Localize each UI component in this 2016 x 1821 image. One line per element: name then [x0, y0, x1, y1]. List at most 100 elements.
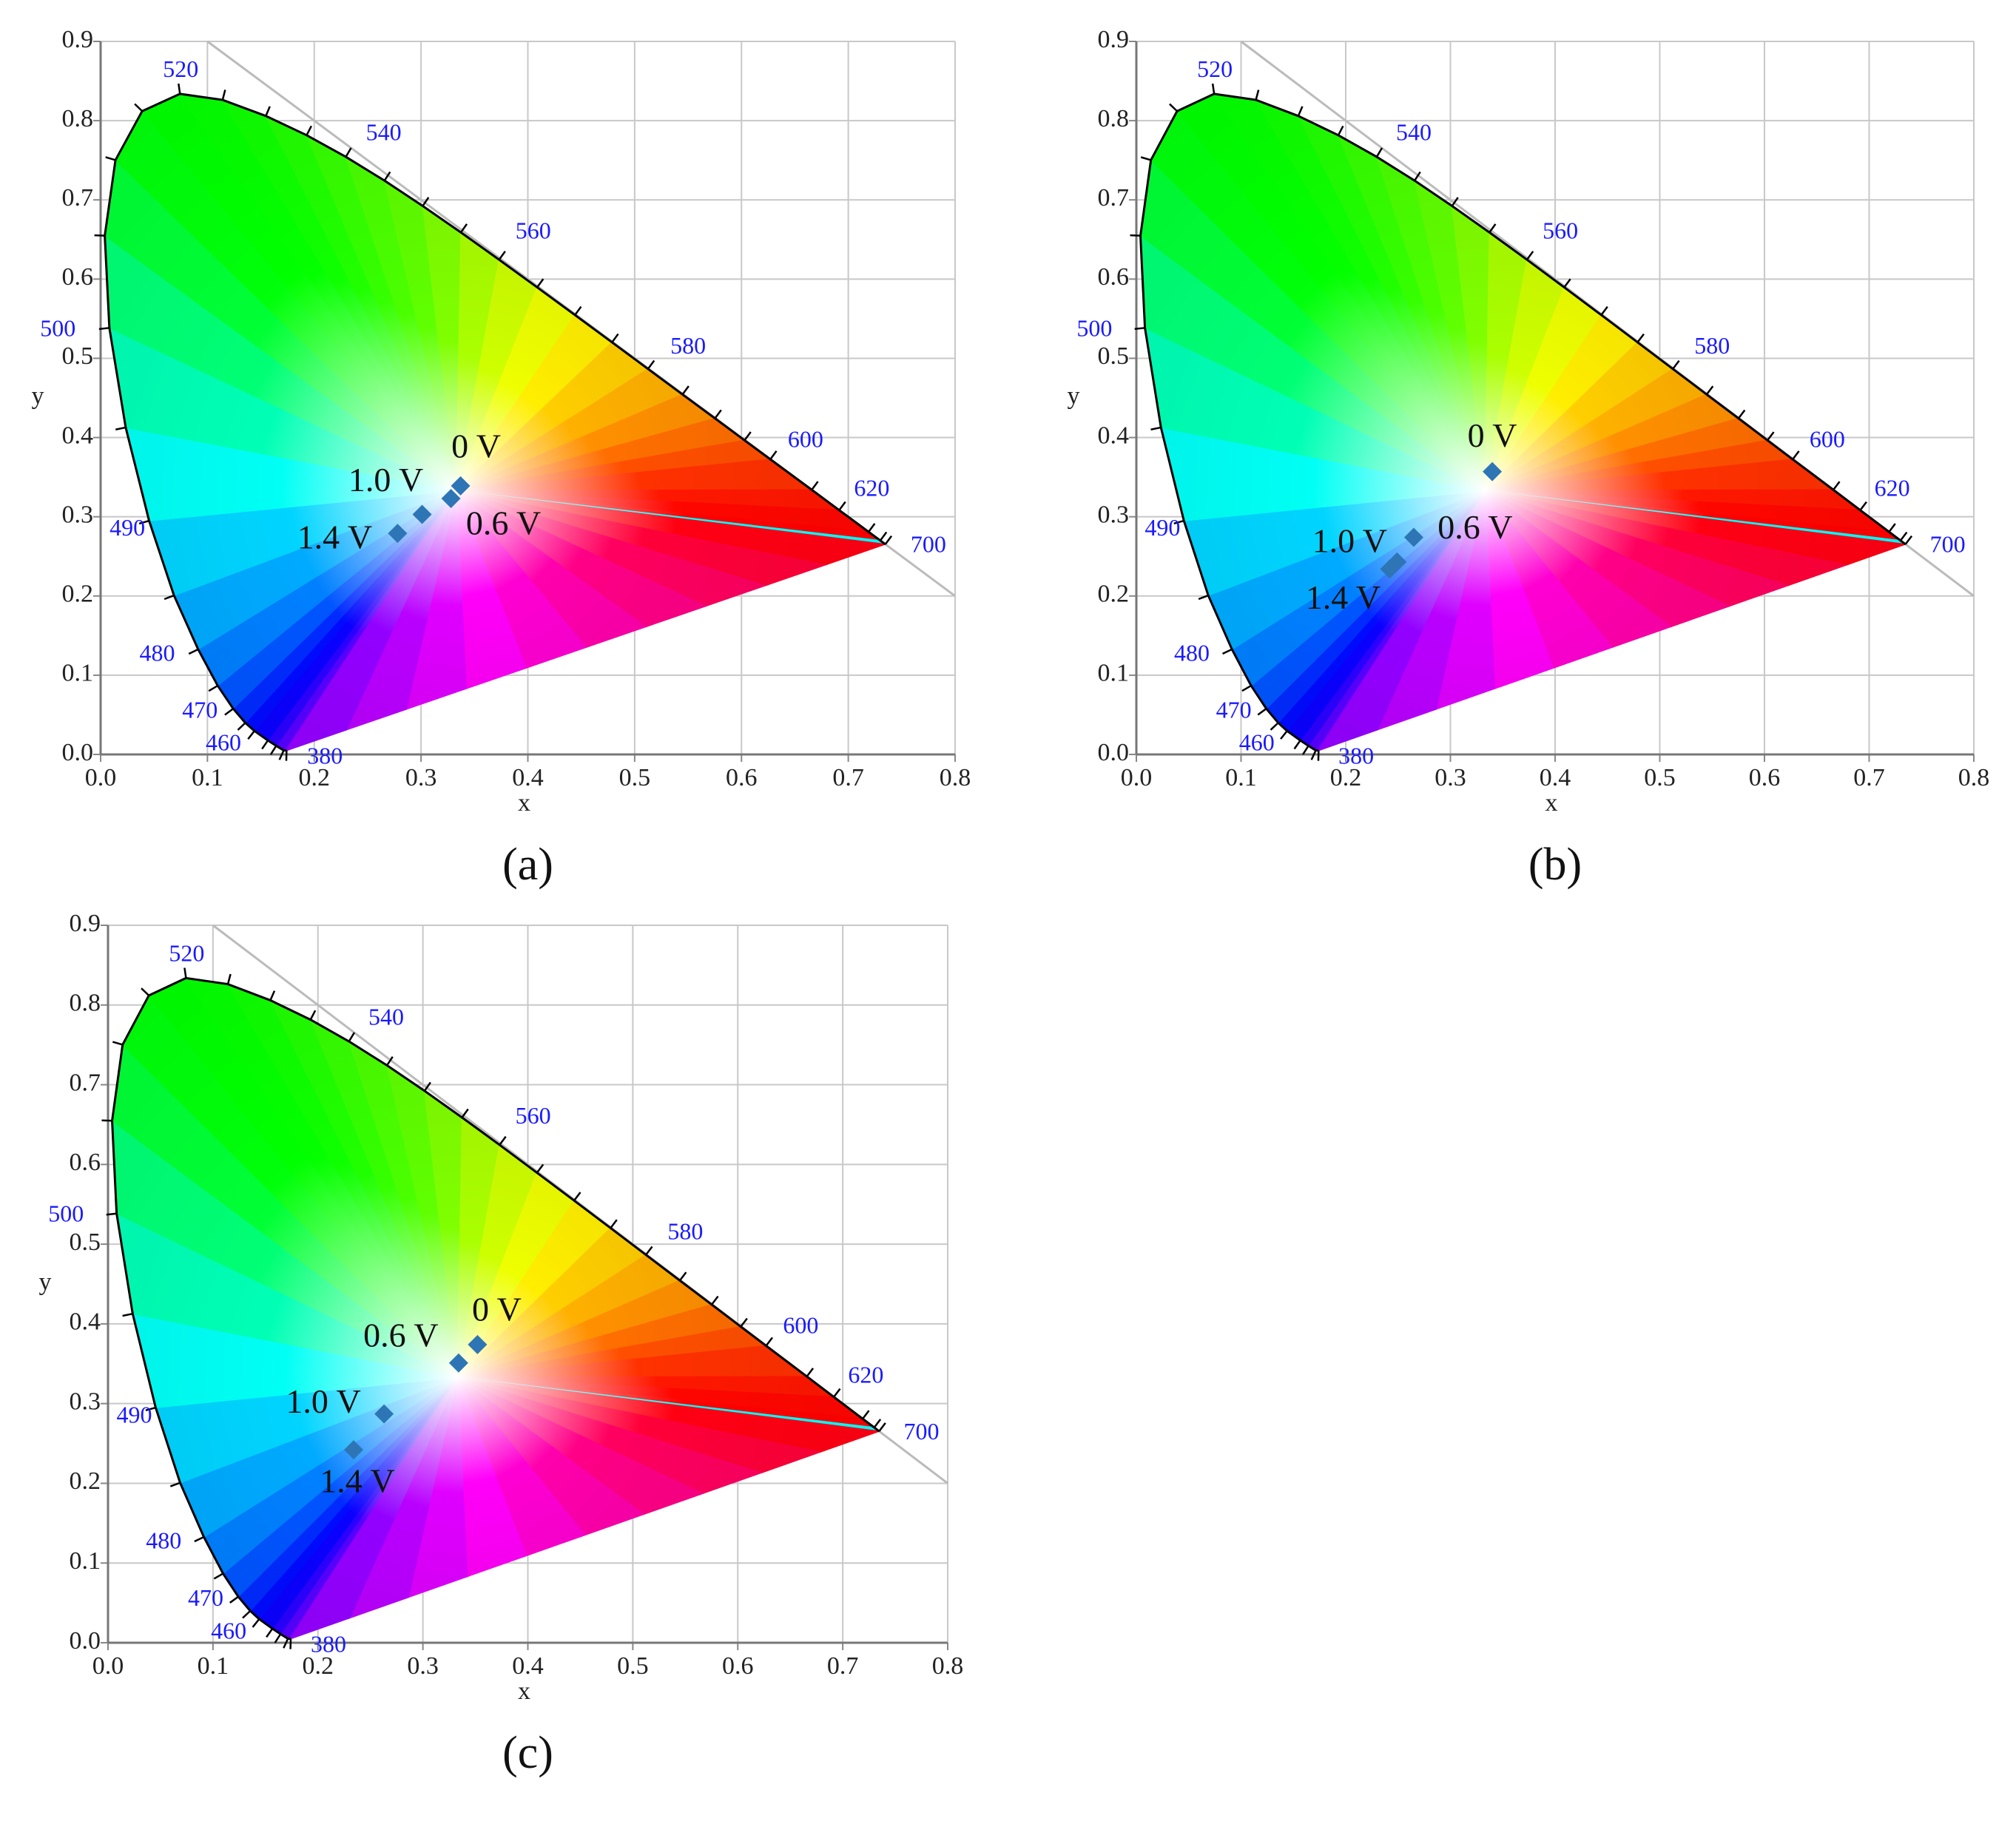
y-tick-label: 0.9 — [62, 26, 94, 53]
locus-tick — [461, 1108, 469, 1118]
x-tick-label: 0.7 — [832, 764, 864, 791]
x-tick-label: 0.5 — [619, 764, 651, 791]
locus-tick — [1888, 523, 1896, 533]
locus-tick — [278, 750, 285, 760]
locus-tick — [269, 990, 276, 1001]
locus-tick — [884, 535, 893, 545]
locus-tick — [498, 250, 506, 260]
x-tick-label: 0.8 — [1958, 764, 1990, 791]
wavelength-label: 480 — [1174, 639, 1210, 666]
data-point — [412, 504, 432, 524]
wavelength-label: 380 — [1338, 743, 1374, 769]
x-tick-label: 0.4 — [512, 764, 544, 791]
point-label: 0 V — [1468, 416, 1517, 454]
locus-tick — [1173, 519, 1184, 525]
locus-tick — [806, 1368, 815, 1377]
x-tick-label: 0.7 — [1853, 764, 1885, 791]
wavelength-label: 520 — [1197, 55, 1233, 82]
wavelength-label: 500 — [48, 1200, 84, 1227]
locus-tick — [1310, 750, 1317, 760]
wavelength-label: 600 — [783, 1312, 818, 1339]
point-label: 1.0 V — [348, 461, 423, 499]
locus-tick — [115, 426, 127, 431]
locus-tick — [221, 89, 226, 101]
wavelength-label: 500 — [40, 314, 75, 341]
y-tick-label: 0.9 — [70, 910, 101, 937]
locus-tick — [873, 1419, 882, 1428]
locus-tick — [226, 973, 232, 984]
x-tick-label: 0.1 — [198, 1652, 229, 1680]
gamut — [104, 92, 888, 752]
x-tick-label: 0.1 — [192, 764, 223, 791]
locus-tick — [141, 987, 150, 996]
locus-tick — [1904, 535, 1913, 545]
point-label: 1.0 V — [286, 1382, 360, 1420]
y-tick-label: 0.2 — [70, 1467, 101, 1495]
locus-tick — [862, 1410, 870, 1420]
x-tick-label: 0.3 — [407, 1652, 439, 1680]
locus-tick — [237, 722, 246, 731]
locus-tick — [811, 481, 819, 490]
locus-tick — [1140, 156, 1152, 161]
wavelength-label: 580 — [667, 1217, 703, 1244]
locus-tick — [1792, 450, 1800, 460]
y-tick-label: 0.3 — [1098, 501, 1130, 528]
locus-tick — [499, 1135, 507, 1146]
wavelength-label: 490 — [109, 514, 145, 541]
locus-tick — [283, 1638, 289, 1649]
locus-tick — [208, 684, 218, 692]
y-tick-label: 0.6 — [62, 263, 94, 291]
wavelength-label: 540 — [366, 119, 402, 146]
wavelength-label: 600 — [788, 425, 823, 452]
y-tick-label: 0.1 — [1098, 660, 1130, 687]
locus-tick — [647, 359, 655, 370]
wavelength-label: 560 — [516, 217, 551, 244]
locus-tick — [112, 1041, 124, 1046]
y-tick-label: 0.3 — [62, 501, 94, 528]
locus-tick — [1375, 147, 1383, 158]
locus-tick — [459, 223, 468, 233]
locus-tick — [536, 278, 545, 288]
locus-tick — [266, 1628, 274, 1638]
x-axis-label: x — [518, 789, 530, 817]
locus-tick — [1451, 197, 1459, 207]
wavelength-label: 580 — [1694, 332, 1730, 359]
wavelength-label: 700 — [904, 1418, 940, 1445]
y-tick-label: 0.2 — [1098, 581, 1130, 608]
locus-tick — [536, 1163, 545, 1174]
locus-tick — [252, 1618, 260, 1628]
locus-tick — [868, 523, 876, 533]
locus-tick — [1636, 333, 1645, 343]
wavelength-label: 380 — [307, 743, 343, 769]
y-tick-label: 0.7 — [1098, 184, 1130, 212]
wavelength-label: 490 — [1144, 514, 1180, 541]
locus-tick — [265, 106, 271, 117]
panel-caption: (a) — [502, 839, 553, 890]
locus-tick — [348, 1032, 355, 1042]
data-point — [448, 1353, 468, 1373]
point-label: 1.4 V — [297, 518, 372, 556]
y-tick-label: 0.0 — [62, 739, 94, 766]
wavelength-label: 540 — [368, 1004, 404, 1030]
locus-tick — [1526, 251, 1534, 260]
locus-tick — [105, 156, 116, 161]
locus-tick — [1257, 708, 1267, 716]
locus-tick — [681, 385, 690, 396]
locus-tick — [345, 147, 352, 158]
wavelength-label: 580 — [670, 332, 706, 359]
locus-tick — [183, 967, 187, 979]
locus-tick — [261, 740, 269, 750]
panel-caption: (c) — [502, 1728, 553, 1778]
x-tick-label: 0.7 — [827, 1652, 859, 1680]
y-tick-label: 0.7 — [62, 184, 94, 212]
wavelength-label: 460 — [1239, 729, 1275, 755]
locus-tick — [383, 171, 391, 181]
data-point — [374, 1404, 394, 1424]
y-tick-label: 0.8 — [1098, 105, 1130, 132]
y-tick-label: 0.1 — [70, 1547, 101, 1575]
y-tick-label: 0.8 — [70, 990, 101, 1017]
data-point — [343, 1440, 363, 1460]
locus-tick — [309, 1010, 317, 1021]
y-tick-label: 0.2 — [62, 581, 94, 608]
